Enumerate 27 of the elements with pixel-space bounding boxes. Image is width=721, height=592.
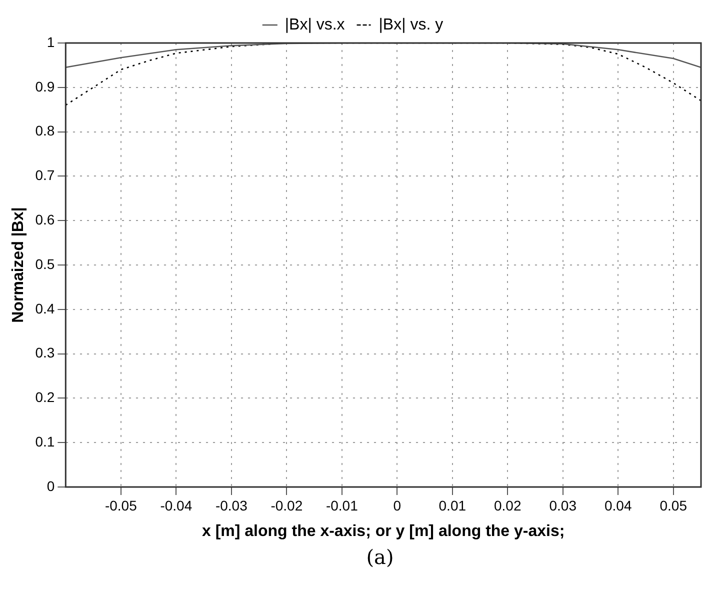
y-tick-label: 0.8 <box>35 122 55 139</box>
legend-label: |Bx| vs. y <box>378 16 444 34</box>
y-tick-label: 0.3 <box>35 344 55 361</box>
y-tick-label: 0 <box>46 478 55 494</box>
x-tick-label: -0.01 <box>326 497 358 514</box>
y-tick-label: 0.1 <box>35 433 55 450</box>
y-tick-label: 0.5 <box>35 256 55 272</box>
x-axis-title: x [m] along the x-axis; or y [m] along the y-axis; <box>202 522 565 540</box>
x-tick-label: 0.01 <box>438 497 466 514</box>
x-tick-label: -0.04 <box>160 497 192 514</box>
y-tick-label: 0.6 <box>35 211 55 228</box>
y-tick-label: 0.2 <box>35 389 55 406</box>
x-tick-label: -0.03 <box>215 497 248 514</box>
y-tick-label: 0.4 <box>35 300 55 316</box>
y-tick-label: 1 <box>46 34 55 50</box>
x-tick-label: 0.05 <box>660 497 688 514</box>
x-tick-label: -0.02 <box>270 497 303 514</box>
x-tick-label: -0.05 <box>104 497 138 514</box>
x-tick-label: 0 <box>393 497 402 514</box>
y-tick-label: 0.7 <box>35 167 55 184</box>
text: (a) <box>365 545 395 569</box>
x-tick-label: 0.04 <box>604 497 632 514</box>
y-axis-title: Normaized |Bx| <box>10 207 28 323</box>
y-tick-label: 0.9 <box>35 78 55 94</box>
x-tick-label: 0.02 <box>494 497 522 514</box>
x-tick-label: 0.03 <box>549 497 577 514</box>
legend-label: |Bx| vs.x <box>284 16 345 34</box>
